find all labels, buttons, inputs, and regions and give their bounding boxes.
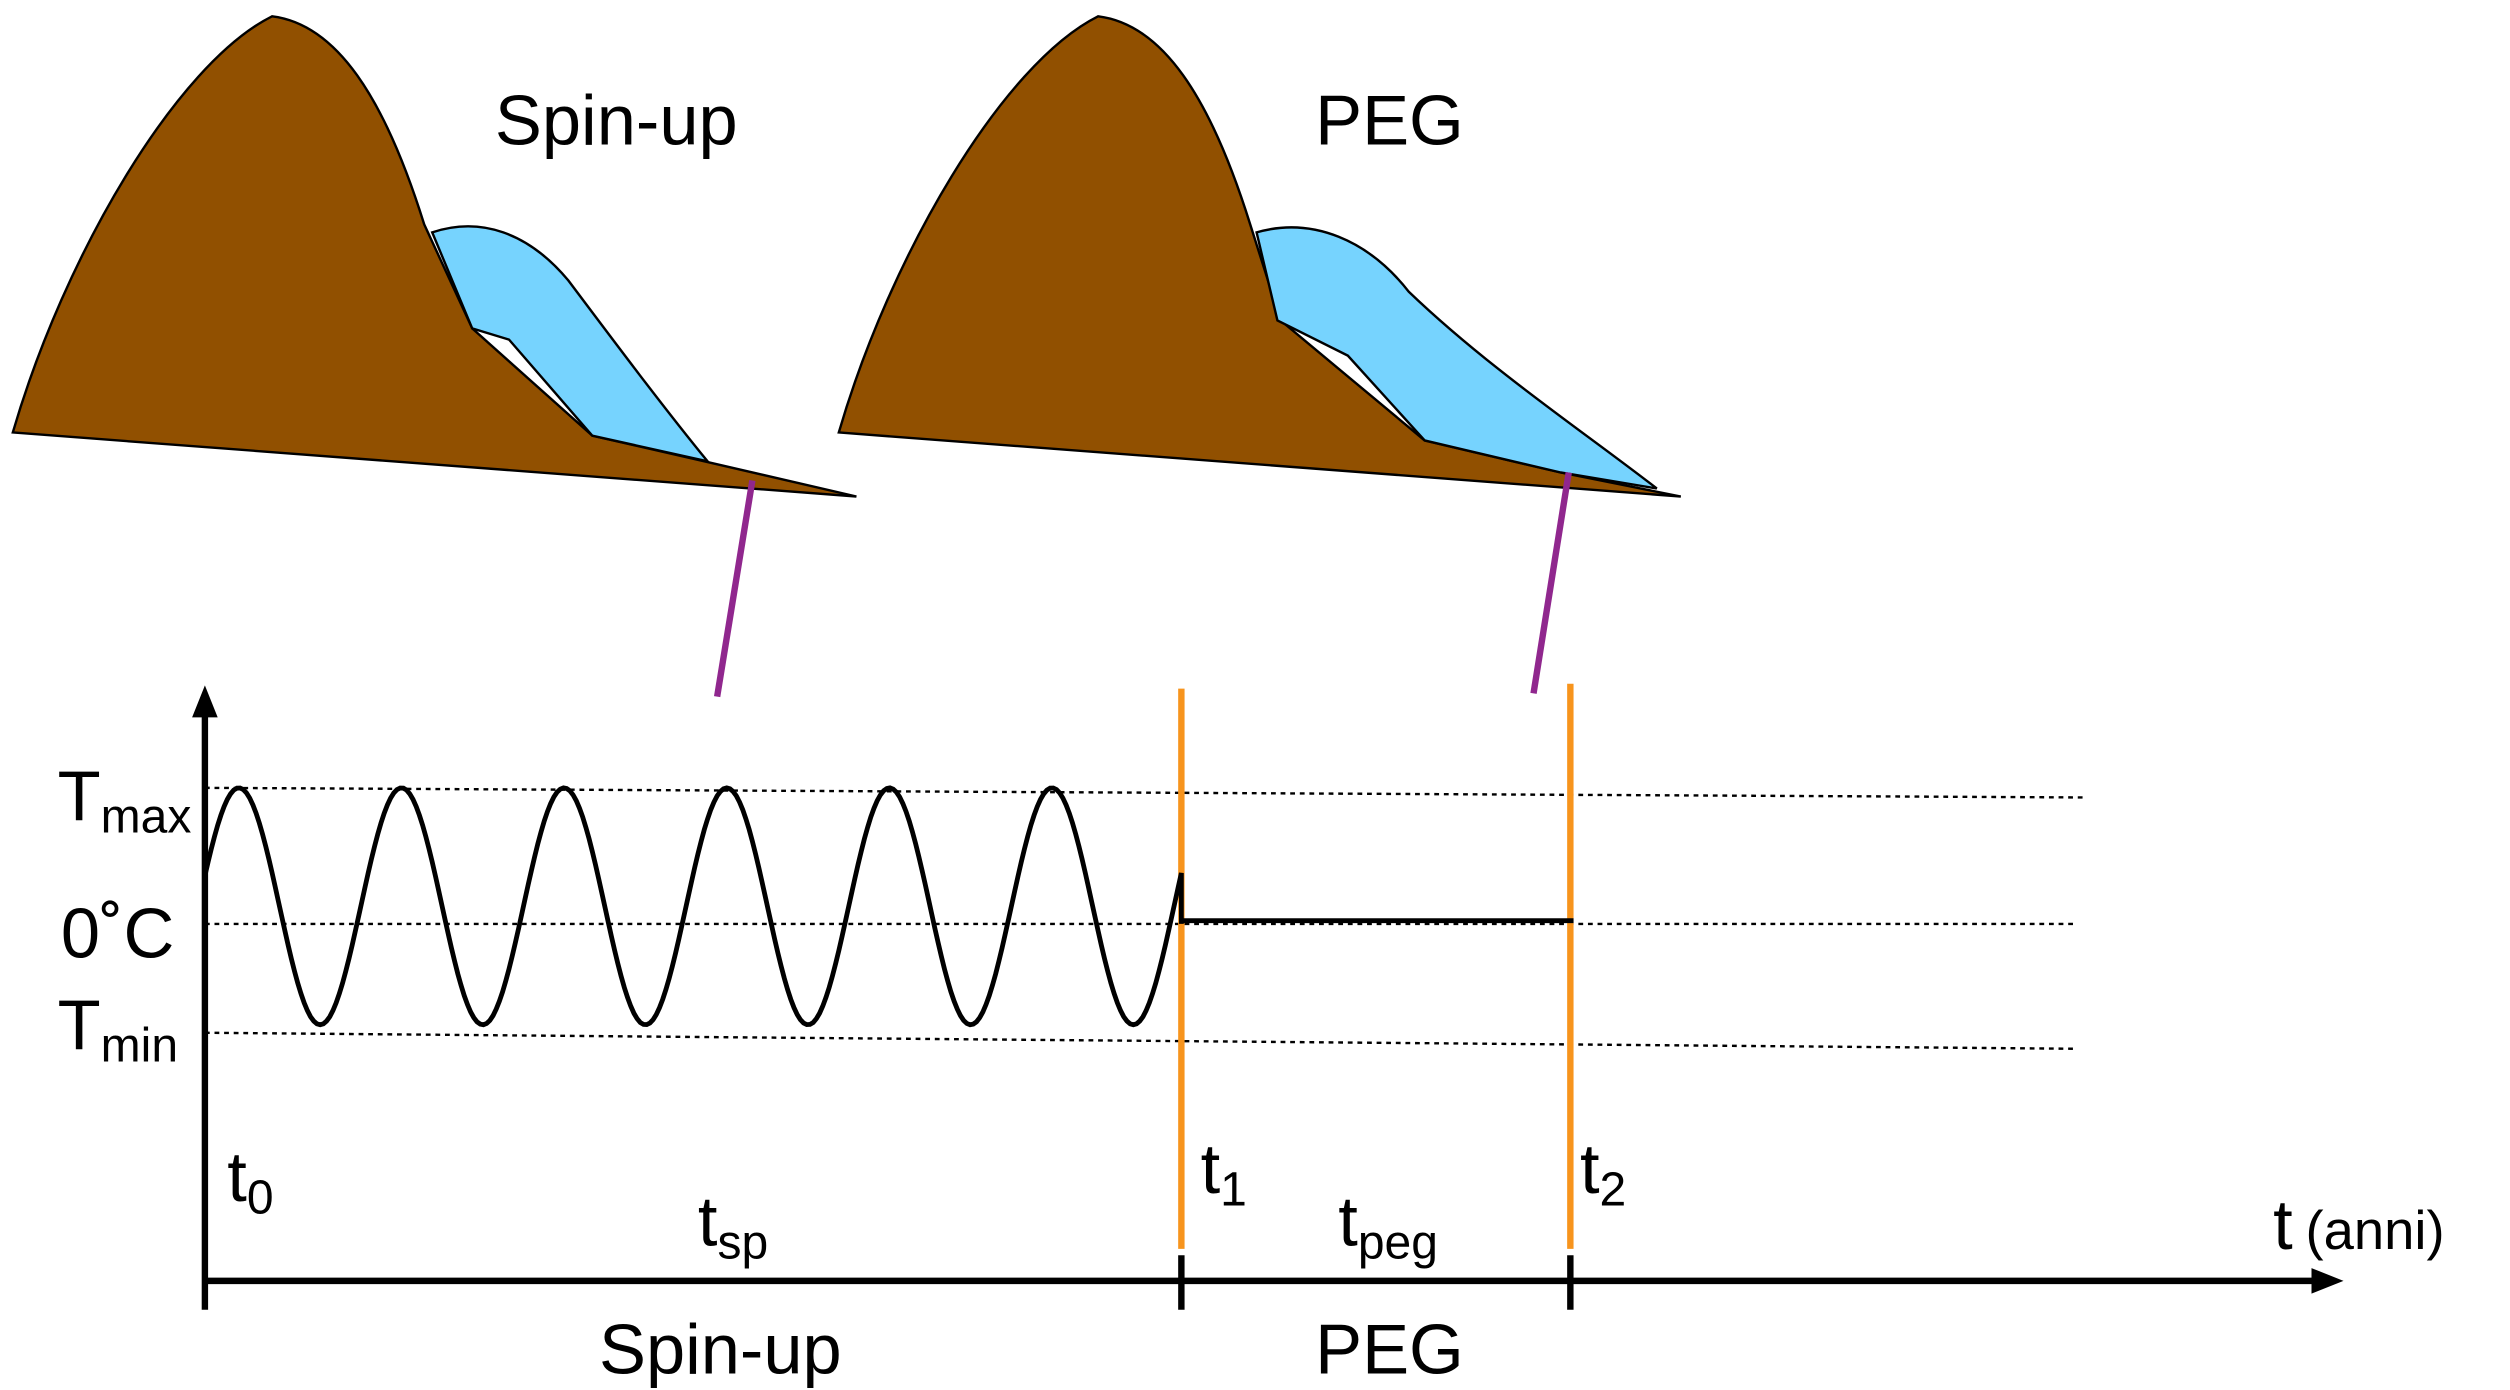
- top-label: PEG: [1315, 80, 1464, 159]
- ref-line: [204, 786, 2085, 799]
- arrow-head: [2311, 1268, 2344, 1294]
- glacier: [1255, 226, 1658, 490]
- mountain: [11, 15, 857, 498]
- y-label-sub: min: [101, 1020, 178, 1073]
- time-label: t0: [227, 1137, 273, 1225]
- mountain: [837, 15, 1682, 498]
- phase-label: PEG: [1315, 1310, 1464, 1389]
- x-axis-label: t (anni): [2273, 1185, 2444, 1264]
- time-sub: 0: [247, 1172, 274, 1225]
- arrow-head: [192, 685, 218, 718]
- y-label: 0˚C: [61, 894, 174, 973]
- glacier: [430, 225, 711, 464]
- time-sub: sp: [718, 1216, 769, 1269]
- time-sub: 1: [1220, 1164, 1247, 1217]
- connector: [1530, 471, 1572, 694]
- time-main: t: [698, 1182, 718, 1261]
- y-label: Tmax: [58, 756, 192, 844]
- x-axis-main: t: [2273, 1185, 2293, 1264]
- top-label: Spin-up: [495, 80, 738, 159]
- time-label: t1: [1201, 1129, 1247, 1217]
- time-main: t: [1580, 1129, 1600, 1208]
- phase-label: Spin-up: [599, 1310, 842, 1389]
- time-label: tsp: [698, 1182, 768, 1270]
- time-main: t: [1201, 1129, 1221, 1208]
- y-label-sub: max: [101, 791, 192, 844]
- time-sub: 2: [1600, 1164, 1627, 1217]
- time-main: t: [1338, 1182, 1358, 1261]
- y-label-main: T: [58, 756, 101, 835]
- time-label: tpeg: [1338, 1182, 1438, 1270]
- y-label-main: T: [58, 985, 101, 1064]
- time-label: t2: [1580, 1129, 1626, 1217]
- temperature-curve: [202, 785, 1184, 1028]
- time-sub: peg: [1358, 1216, 1438, 1269]
- x-axis-unit: (anni): [2305, 1200, 2444, 1261]
- y-label: Tmin: [58, 985, 178, 1073]
- time-main: t: [227, 1137, 247, 1216]
- connector: [713, 479, 756, 698]
- ref-line: [204, 1031, 2077, 1050]
